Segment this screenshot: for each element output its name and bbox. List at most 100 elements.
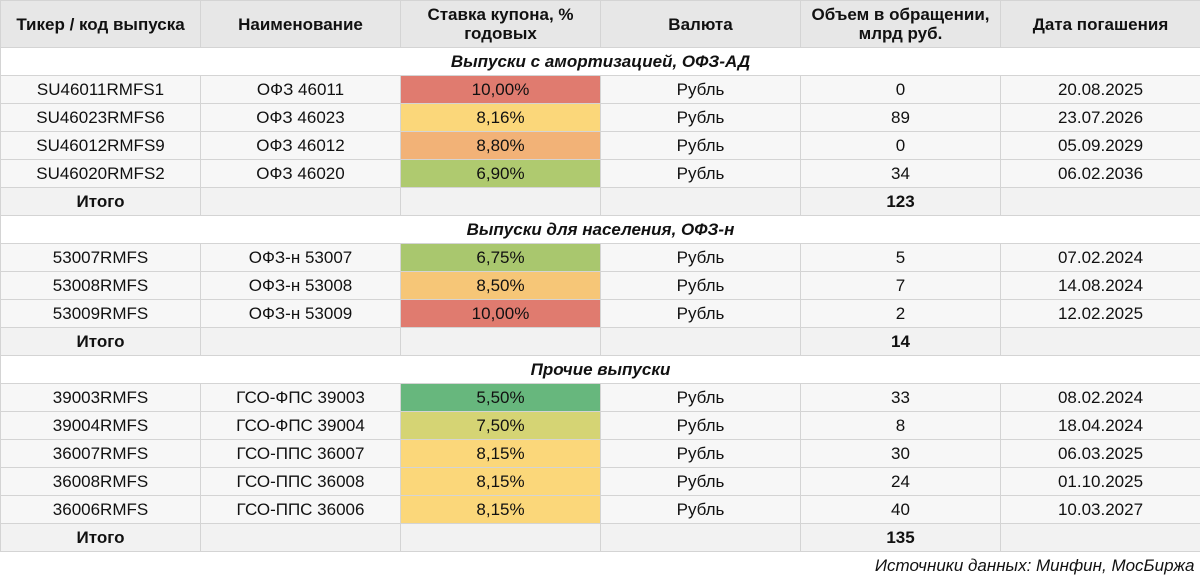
cell-currency: Рубль (600, 75, 801, 104)
cell-coupon: 7,50% (400, 411, 601, 440)
section-title: Прочие выпуски (0, 355, 1200, 384)
cell-ticker: 39003RMFS (0, 383, 201, 412)
cell-coupon: 10,00% (400, 75, 601, 104)
cell-name: ГСО-ППС 36007 (200, 439, 401, 468)
cell-name: ОФЗ 46011 (200, 75, 401, 104)
cell-name: ГСО-ППС 36006 (200, 495, 401, 524)
total-empty-currency (600, 187, 801, 216)
source-note: Источники данных: Минфин, МосБиржа (0, 551, 1200, 580)
table-row: 39003RMFS ГСО-ФПС 39003 5,50% Рубль 33 08.02.… (0, 383, 1200, 412)
cell-volume: 5 (800, 243, 1001, 272)
cell-ticker: SU46011RMFS1 (0, 75, 201, 104)
total-label: Итого (0, 327, 201, 356)
section-header-row: Выпуски для населения, ОФЗ-н (0, 215, 1200, 244)
total-empty-maturity (1000, 327, 1200, 356)
cell-coupon: 8,16% (400, 103, 601, 132)
cell-maturity: 07.02.2024 (1000, 243, 1200, 272)
cell-currency: Рубль (600, 439, 801, 468)
cell-name: ОФЗ-н 53009 (200, 299, 401, 328)
table-row: 53008RMFS ОФЗ-н 53008 8,50% Рубль 7 14.08.202… (0, 271, 1200, 300)
cell-maturity: 10.03.2027 (1000, 495, 1200, 524)
cell-coupon: 8,80% (400, 131, 601, 160)
cell-maturity: 06.03.2025 (1000, 439, 1200, 468)
cell-ticker: SU46020RMFS2 (0, 159, 201, 188)
cell-name: ОФЗ-н 53008 (200, 271, 401, 300)
cell-volume: 0 (800, 75, 1001, 104)
total-row: Итого 14 (0, 327, 1200, 356)
table-row: 36007RMFS ГСО-ППС 36007 8,15% Рубль 30 06.03.… (0, 439, 1200, 468)
cell-maturity: 01.10.2025 (1000, 467, 1200, 496)
header-volume: Объем в обращении, млрд руб. (800, 0, 1001, 48)
cell-ticker: 36007RMFS (0, 439, 201, 468)
cell-currency: Рубль (600, 467, 801, 496)
section-header-row: Выпуски с амортизацией, ОФЗ-АД (0, 47, 1200, 76)
cell-volume: 30 (800, 439, 1001, 468)
section-title: Выпуски для населения, ОФЗ-н (0, 215, 1200, 244)
cell-currency: Рубль (600, 159, 801, 188)
cell-ticker: SU46012RMFS9 (0, 131, 201, 160)
total-label: Итого (0, 187, 201, 216)
cell-currency: Рубль (600, 299, 801, 328)
cell-name: ОФЗ-н 53007 (200, 243, 401, 272)
cell-coupon: 6,75% (400, 243, 601, 272)
header-name: Наименование (200, 0, 401, 48)
cell-volume: 7 (800, 271, 1001, 300)
table-row: 36008RMFS ГСО-ППС 36008 8,15% Рубль 24 01.10.… (0, 467, 1200, 496)
table-row: 53007RMFS ОФЗ-н 53007 6,75% Рубль 5 07.02.202… (0, 243, 1200, 272)
cell-volume: 0 (800, 131, 1001, 160)
header-row: Тикер / код выпуска Наименование Ставка … (0, 0, 1200, 48)
cell-volume: 24 (800, 467, 1001, 496)
total-volume: 14 (800, 327, 1001, 356)
total-empty-currency (600, 327, 801, 356)
header-currency: Валюта (600, 0, 801, 48)
cell-name: ГСО-ФПС 39003 (200, 383, 401, 412)
total-empty-name (200, 327, 401, 356)
cell-currency: Рубль (600, 411, 801, 440)
total-label: Итого (0, 523, 201, 552)
total-empty-currency (600, 523, 801, 552)
total-empty-coupon (400, 187, 601, 216)
cell-name: ГСО-ФПС 39004 (200, 411, 401, 440)
table-row: SU46023RMFS6 ОФЗ 46023 8,16% Рубль 89 23.07.2… (0, 103, 1200, 132)
cell-currency: Рубль (600, 495, 801, 524)
table-row: 39004RMFS ГСО-ФПС 39004 7,50% Рубль 8 18.04.2… (0, 411, 1200, 440)
table-row: SU46011RMFS1 ОФЗ 46011 10,00% Рубль 0 20.08.2… (0, 75, 1200, 104)
table-row: 53009RMFS ОФЗ-н 53009 10,00% Рубль 2 12.02.20… (0, 299, 1200, 328)
total-empty-name (200, 523, 401, 552)
cell-currency: Рубль (600, 383, 801, 412)
cell-volume: 2 (800, 299, 1001, 328)
cell-coupon: 5,50% (400, 383, 601, 412)
total-empty-coupon (400, 327, 601, 356)
cell-volume: 40 (800, 495, 1001, 524)
total-volume: 123 (800, 187, 1001, 216)
cell-maturity: 12.02.2025 (1000, 299, 1200, 328)
cell-maturity: 23.07.2026 (1000, 103, 1200, 132)
cell-maturity: 05.09.2029 (1000, 131, 1200, 160)
cell-ticker: 53009RMFS (0, 299, 201, 328)
table-row: SU46012RMFS9 ОФЗ 46012 8,80% Рубль 0 05.09.20… (0, 131, 1200, 160)
cell-volume: 34 (800, 159, 1001, 188)
cell-coupon: 8,15% (400, 439, 601, 468)
total-empty-coupon (400, 523, 601, 552)
cell-volume: 33 (800, 383, 1001, 412)
cell-coupon: 6,90% (400, 159, 601, 188)
cell-name: ОФЗ 46023 (200, 103, 401, 132)
cell-coupon: 8,15% (400, 467, 601, 496)
cell-maturity: 20.08.2025 (1000, 75, 1200, 104)
cell-maturity: 08.02.2024 (1000, 383, 1200, 412)
table-row: SU46020RMFS2 ОФЗ 46020 6,90% Рубль 34 06.02.2… (0, 159, 1200, 188)
header-coupon: Ставка купона, % годовых (400, 0, 601, 48)
total-row: Итого 123 (0, 187, 1200, 216)
cell-currency: Рубль (600, 243, 801, 272)
header-maturity: Дата погашения (1000, 0, 1200, 48)
cell-coupon: 10,00% (400, 299, 601, 328)
cell-ticker: 53007RMFS (0, 243, 201, 272)
cell-ticker: 39004RMFS (0, 411, 201, 440)
cell-volume: 89 (800, 103, 1001, 132)
source-row: Источники данных: Минфин, МосБиржа (0, 551, 1200, 580)
cell-currency: Рубль (600, 103, 801, 132)
total-empty-name (200, 187, 401, 216)
cell-currency: Рубль (600, 131, 801, 160)
cell-ticker: 36008RMFS (0, 467, 201, 496)
